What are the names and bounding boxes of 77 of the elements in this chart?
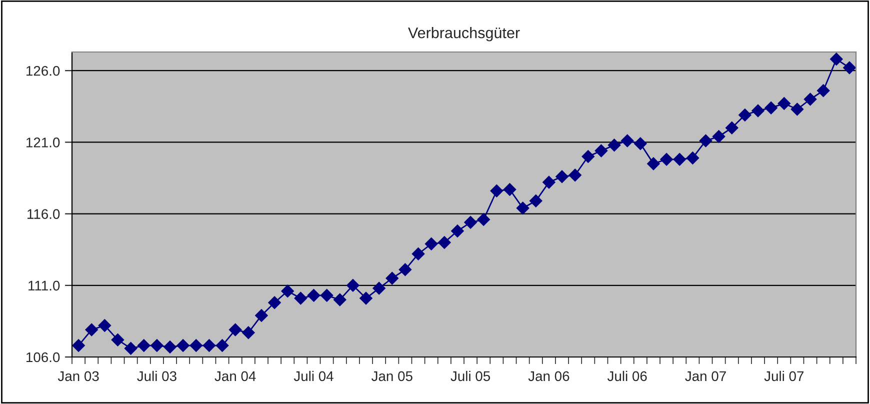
point [98, 319, 112, 332]
point [202, 339, 216, 352]
point [582, 150, 595, 163]
point [503, 183, 516, 196]
point [164, 340, 176, 354]
point [255, 309, 268, 322]
point [333, 293, 346, 306]
point [451, 224, 464, 238]
point [281, 284, 294, 298]
x-tick-label: Jan 04 [214, 371, 256, 382]
x-tick-label: Jan 03 [58, 371, 99, 382]
point [150, 339, 164, 352]
point [268, 296, 281, 309]
x-tick-label: Juli 07 [764, 370, 804, 382]
point [216, 339, 229, 352]
point [673, 152, 686, 166]
point [816, 84, 830, 98]
point [176, 339, 190, 352]
point [72, 339, 85, 352]
y-tick-label: 116.0 [28, 209, 60, 219]
point [346, 278, 360, 292]
point [398, 263, 412, 276]
point [477, 213, 490, 226]
point [804, 92, 817, 106]
point [686, 152, 700, 164]
point [372, 282, 386, 295]
point [634, 137, 647, 150]
point [529, 194, 542, 208]
point [542, 176, 556, 189]
point [490, 184, 504, 198]
point [778, 97, 791, 110]
point [725, 121, 738, 134]
point [738, 108, 752, 122]
x-tick-label: Jan 06 [528, 371, 570, 382]
point [412, 247, 425, 260]
point [620, 134, 634, 148]
point [464, 216, 477, 229]
point [790, 102, 804, 116]
point [660, 152, 673, 166]
point [137, 339, 150, 352]
point [608, 138, 621, 152]
y-tick-label: 106.0 [26, 352, 60, 362]
y-tick-label: 126.0 [26, 66, 60, 76]
point [594, 144, 608, 158]
x-tick-label: Juli 04 [294, 370, 334, 382]
point [307, 289, 320, 302]
point [843, 61, 856, 74]
point [320, 289, 334, 302]
line-series [72, 52, 856, 355]
x-tick-label: Juli 05 [450, 370, 490, 382]
point [516, 202, 530, 214]
point [111, 333, 124, 346]
point [556, 170, 568, 183]
x-tick-label: Jan 07 [685, 371, 726, 382]
point [294, 292, 308, 305]
point [712, 130, 726, 143]
point [752, 104, 764, 118]
point [228, 323, 242, 336]
point [386, 272, 399, 285]
y-tick-label: 111.0 [28, 280, 60, 291]
point [699, 134, 712, 148]
point [438, 236, 451, 249]
x-tick-label: Juli 06 [607, 370, 647, 382]
y-tick-label: 121.0 [26, 138, 60, 148]
point [830, 52, 843, 66]
point [647, 157, 660, 170]
chart-title: Verbrauchsgüter [408, 27, 520, 42]
point [190, 339, 203, 352]
x-tick-label: Jan 05 [372, 371, 412, 382]
point [242, 326, 255, 340]
point [568, 168, 582, 182]
x-tick-label: Juli 03 [137, 370, 176, 382]
point [124, 342, 138, 355]
point [764, 101, 778, 114]
point [85, 323, 98, 336]
point [424, 237, 438, 250]
point [360, 292, 372, 305]
